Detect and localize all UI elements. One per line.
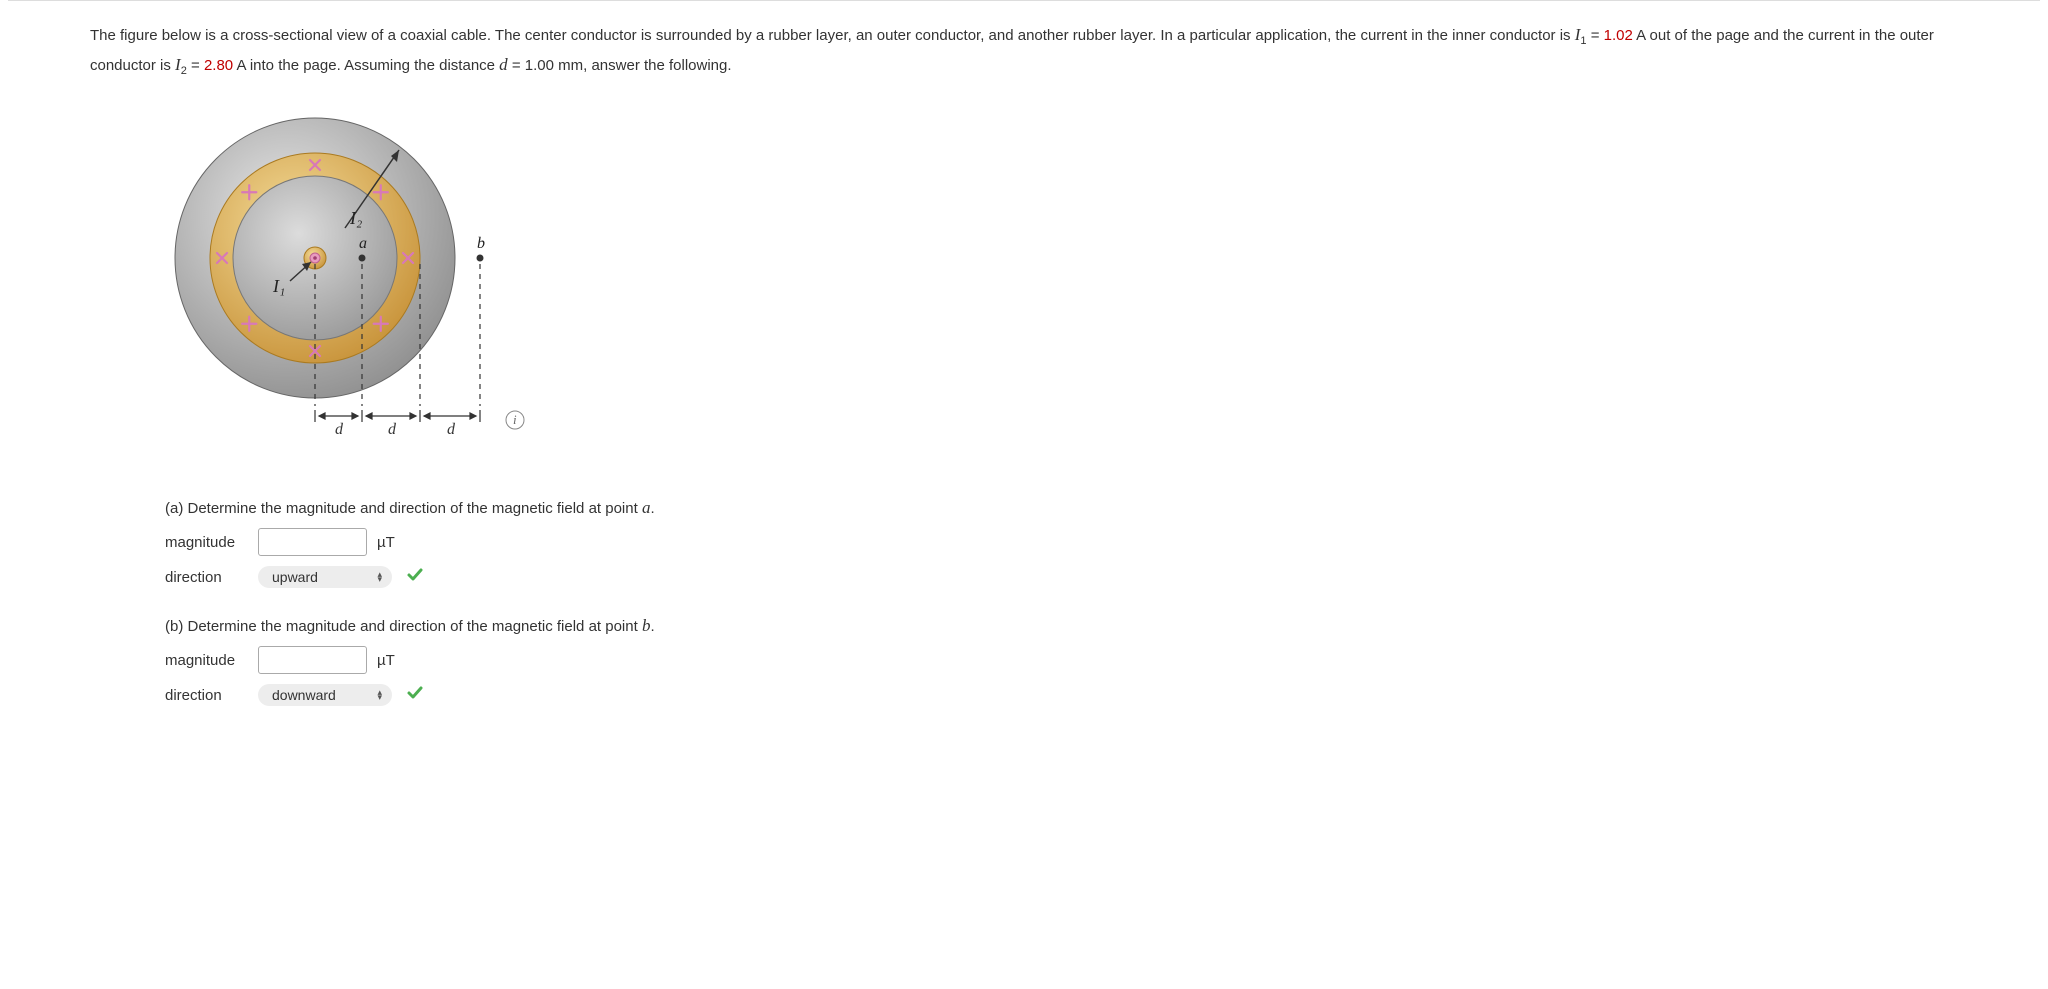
- svg-text:i: i: [513, 412, 517, 427]
- magnitude-label-b: magnitude: [165, 652, 250, 669]
- label-d2: d: [388, 421, 397, 438]
- label-d3: d: [447, 421, 456, 438]
- problem-text-1: The figure below is a cross-sectional vi…: [90, 27, 1575, 44]
- label-b: b: [477, 235, 485, 252]
- part-a: (a) Determine the magnitude and directio…: [165, 498, 1950, 588]
- part-b-prompt-pre: (b) Determine the magnitude and directio…: [165, 618, 642, 635]
- check-icon: [406, 566, 424, 588]
- eq-1: =: [1587, 27, 1604, 44]
- part-b: (b) Determine the magnitude and directio…: [165, 616, 1950, 706]
- problem-text-4: = 1.00 mm, answer the following.: [508, 57, 732, 74]
- magnitude-input-a[interactable]: [258, 528, 367, 556]
- val-I2: 2.80: [204, 57, 233, 74]
- eq-2: =: [187, 57, 204, 74]
- magnitude-input-b[interactable]: [258, 646, 367, 674]
- direction-select-b[interactable]: downward ▴▾: [258, 684, 392, 706]
- magnitude-unit-b: µT: [377, 652, 395, 669]
- magnitude-unit-a: µT: [377, 534, 395, 551]
- label-d1: d: [335, 421, 344, 438]
- problem-statement: The figure below is a cross-sectional vi…: [90, 21, 1950, 80]
- coaxial-figure: I₂ I₁ a b: [165, 98, 1950, 468]
- check-icon: [406, 684, 424, 706]
- direction-label-b: direction: [165, 687, 250, 704]
- part-a-prompt-pre: (a) Determine the magnitude and directio…: [165, 500, 642, 517]
- var-d: d: [499, 55, 508, 74]
- direction-select-a[interactable]: upward ▴▾: [258, 566, 392, 588]
- magnitude-label-a: magnitude: [165, 534, 250, 551]
- label-I2: I₂: [349, 208, 362, 228]
- direction-label-a: direction: [165, 569, 250, 586]
- select-arrows-icon: ▴▾: [377, 690, 382, 700]
- part-a-prompt-post: .: [650, 500, 654, 517]
- part-b-prompt-post: .: [650, 618, 654, 635]
- label-I1: I₁: [272, 276, 285, 296]
- direction-value-b: downward: [272, 687, 336, 703]
- direction-value-a: upward: [272, 569, 318, 585]
- select-arrows-icon: ▴▾: [377, 572, 382, 582]
- label-a: a: [359, 235, 367, 252]
- problem-text-3: A into the page. Assuming the distance: [233, 57, 499, 74]
- val-I1: 1.02: [1604, 27, 1633, 44]
